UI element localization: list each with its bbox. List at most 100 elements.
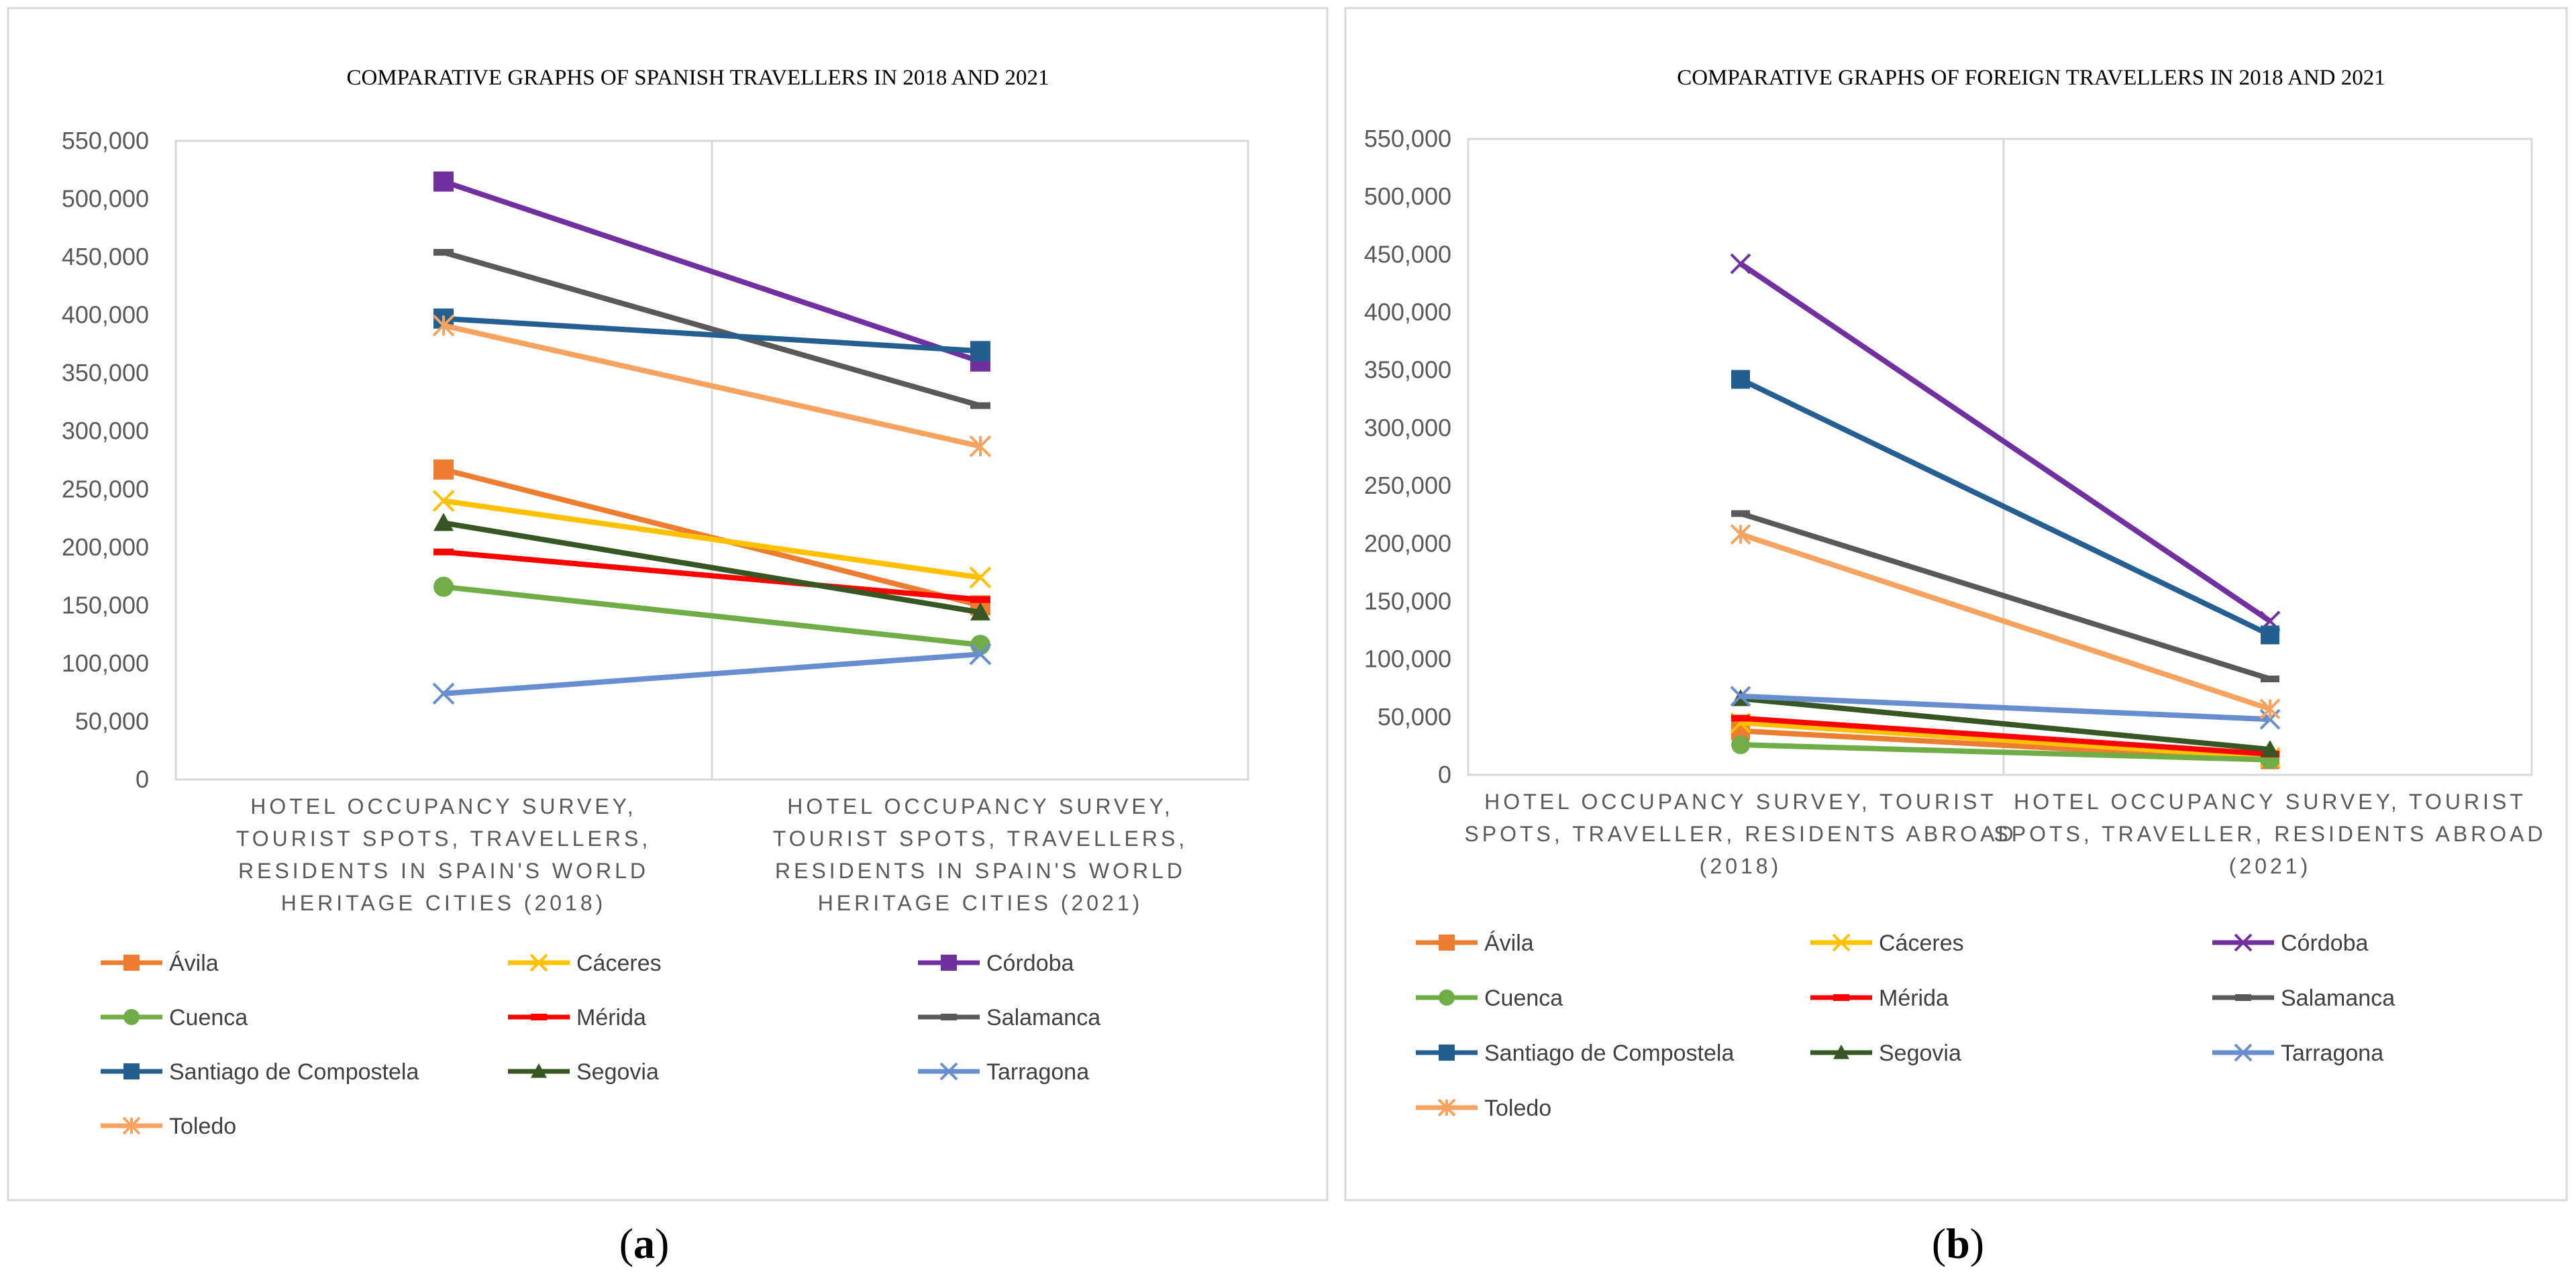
x-tick-label-line: RESIDENTS IN SPAIN'S WORLD bbox=[775, 859, 1186, 883]
data-point-cuenca bbox=[970, 635, 990, 655]
series-lines bbox=[1730, 253, 2281, 769]
series-line-caceres bbox=[443, 498, 981, 580]
series-santiago-de-compostela bbox=[1731, 370, 2279, 645]
series-line-cuenca bbox=[443, 584, 981, 648]
data-point-tarragona bbox=[1730, 686, 1751, 707]
y-tick-label: 450,000 bbox=[1364, 240, 1451, 268]
series-toledo bbox=[1730, 524, 2281, 720]
series-line-caceres bbox=[1740, 720, 2271, 761]
y-tick-label: 500,000 bbox=[1364, 182, 1451, 210]
legend-label: Toledo bbox=[169, 1114, 236, 1139]
panel-label-b: (b) bbox=[1932, 1220, 1984, 1267]
legend: Ávila Cáceres Córdoba Cuenca Mérida Salamanca… bbox=[101, 951, 1100, 1139]
series-line-cuenca bbox=[1740, 742, 2271, 763]
series-line-cordoba bbox=[442, 178, 982, 364]
panel-label-a: (a) bbox=[619, 1220, 670, 1267]
data-point-tarragona bbox=[432, 682, 455, 705]
chart-title: COMPARATIVE GRAPHS OF SPANISH TRAVELLERS… bbox=[346, 66, 1049, 90]
legend-item-segovia: Segovia bbox=[508, 1059, 659, 1085]
legend-label: Cáceres bbox=[1879, 931, 1964, 956]
series-line-tarragona bbox=[443, 651, 981, 696]
legend-label: Ávila bbox=[1484, 931, 1534, 956]
data-point-segovia bbox=[970, 602, 990, 621]
legend-label: Tarragona bbox=[2281, 1041, 2383, 1066]
panel-label-a-open: ( bbox=[619, 1220, 633, 1267]
legend-item-toledo: Toledo bbox=[101, 1114, 236, 1139]
legend-label: Mérida bbox=[1879, 986, 1949, 1011]
legend-item-tarragona: Tarragona bbox=[918, 1059, 1089, 1085]
legend-item-salamanca: Salamanca bbox=[918, 1005, 1100, 1030]
y-axis-ticks: 0 50,000 100,000 150,000 200,000 250,000 300,0… bbox=[1364, 125, 1451, 788]
series-line-merida bbox=[443, 549, 981, 602]
x-axis-ticks: HOTEL OCCUPANCY SURVEY, TOURIST SPOTS, TR… bbox=[236, 794, 1188, 915]
legend-item-toledo: Toledo bbox=[1416, 1096, 1551, 1121]
legend-item-merida: Mérida bbox=[1810, 986, 1949, 1011]
legend-marker bbox=[123, 955, 140, 971]
series-line-salamanca bbox=[442, 250, 982, 409]
legend-item-caceres: Cáceres bbox=[1810, 931, 1964, 956]
legend-marker bbox=[2234, 1043, 2253, 1062]
data-point-santiago-de-compostela bbox=[2261, 625, 2279, 645]
data-point-cuenca bbox=[1731, 735, 1750, 755]
legend-item-merida: Mérida bbox=[508, 1005, 646, 1030]
y-tick-label: 450,000 bbox=[62, 243, 149, 270]
legend-item-cordoba: Córdoba bbox=[918, 951, 1074, 976]
y-axis-ticks: 0 50,000 100,000 150,000 200,000 250,000 300,0… bbox=[62, 127, 149, 793]
legend-label: Cáceres bbox=[576, 951, 662, 976]
series-merida bbox=[433, 548, 990, 603]
data-point-santiago-de-compostela bbox=[1731, 370, 1750, 389]
legend-marker bbox=[123, 1063, 140, 1079]
x-tick-label-line: HOTEL OCCUPANCY SURVEY, bbox=[250, 794, 637, 818]
legend-label: Salamanca bbox=[986, 1005, 1100, 1030]
legend-marker bbox=[1832, 933, 1851, 952]
y-tick-label: 0 bbox=[1438, 761, 1451, 788]
legend-item-cuenca: Cuenca bbox=[101, 1005, 248, 1030]
y-tick-label: 350,000 bbox=[1364, 356, 1451, 384]
data-point-cordoba bbox=[1730, 253, 1751, 274]
y-tick-label: 200,000 bbox=[1364, 529, 1451, 557]
data-point-toledo bbox=[969, 435, 992, 458]
y-tick-label: 150,000 bbox=[1364, 587, 1451, 615]
series-toledo bbox=[432, 314, 992, 458]
data-point-toledo bbox=[2259, 698, 2281, 720]
y-tick-label: 300,000 bbox=[62, 417, 149, 445]
x-tick-label: HOTEL OCCUPANCY SURVEY, TOURIST SPOTS, TR… bbox=[236, 794, 651, 915]
series-line-salamanca bbox=[1739, 511, 2271, 682]
legend-item-caceres: Cáceres bbox=[508, 951, 662, 976]
legend-item-santiago-de-compostela: Santiago de Compostela bbox=[101, 1059, 419, 1085]
legend-label: Santiago de Compostela bbox=[1484, 1041, 1734, 1066]
legend-label: Ávila bbox=[169, 951, 219, 976]
series-tarragona bbox=[1730, 686, 2281, 730]
x-tick-label-line: TOURIST SPOTS, TRAVELLERS, bbox=[773, 827, 1188, 851]
y-tick-label: 200,000 bbox=[62, 533, 149, 561]
y-tick-label: 500,000 bbox=[62, 185, 149, 213]
y-tick-label: 250,000 bbox=[1364, 472, 1451, 499]
legend-marker bbox=[1439, 1045, 1455, 1061]
y-tick-label: 50,000 bbox=[75, 707, 149, 735]
panel-label-a-close: ) bbox=[655, 1220, 669, 1267]
y-tick-label: 100,000 bbox=[62, 649, 149, 677]
legend-label: Toledo bbox=[1484, 1096, 1551, 1121]
y-tick-label: 0 bbox=[136, 765, 149, 793]
y-tick-label: 400,000 bbox=[1364, 299, 1451, 326]
y-tick-label: 100,000 bbox=[1364, 645, 1451, 673]
series-line-santiago-de-compostela bbox=[443, 315, 981, 354]
legend-marker bbox=[1437, 1098, 1456, 1117]
legend-label: Segovia bbox=[1879, 1041, 1961, 1066]
y-tick-label: 50,000 bbox=[1378, 703, 1451, 731]
x-tick-label-line: HOTEL OCCUPANCY SURVEY, TOURIST bbox=[2014, 790, 2526, 814]
legend-item-segovia: Segovia bbox=[1810, 1041, 1961, 1066]
data-point-segovia bbox=[433, 513, 454, 531]
panel-label-a-letter: a bbox=[633, 1220, 655, 1267]
legend-marker bbox=[123, 1009, 140, 1025]
y-tick-label: 400,000 bbox=[62, 301, 149, 329]
series-line-toledo bbox=[443, 323, 981, 449]
legend-label: Mérida bbox=[576, 1005, 646, 1030]
series-line-merida bbox=[1740, 715, 2271, 757]
legend-item-avila: Ávila bbox=[1416, 931, 1534, 956]
legend-marker bbox=[122, 1116, 141, 1135]
legend-label: Córdoba bbox=[986, 951, 1074, 976]
data-point-caceres bbox=[432, 490, 455, 512]
y-tick-label: 250,000 bbox=[62, 475, 149, 502]
